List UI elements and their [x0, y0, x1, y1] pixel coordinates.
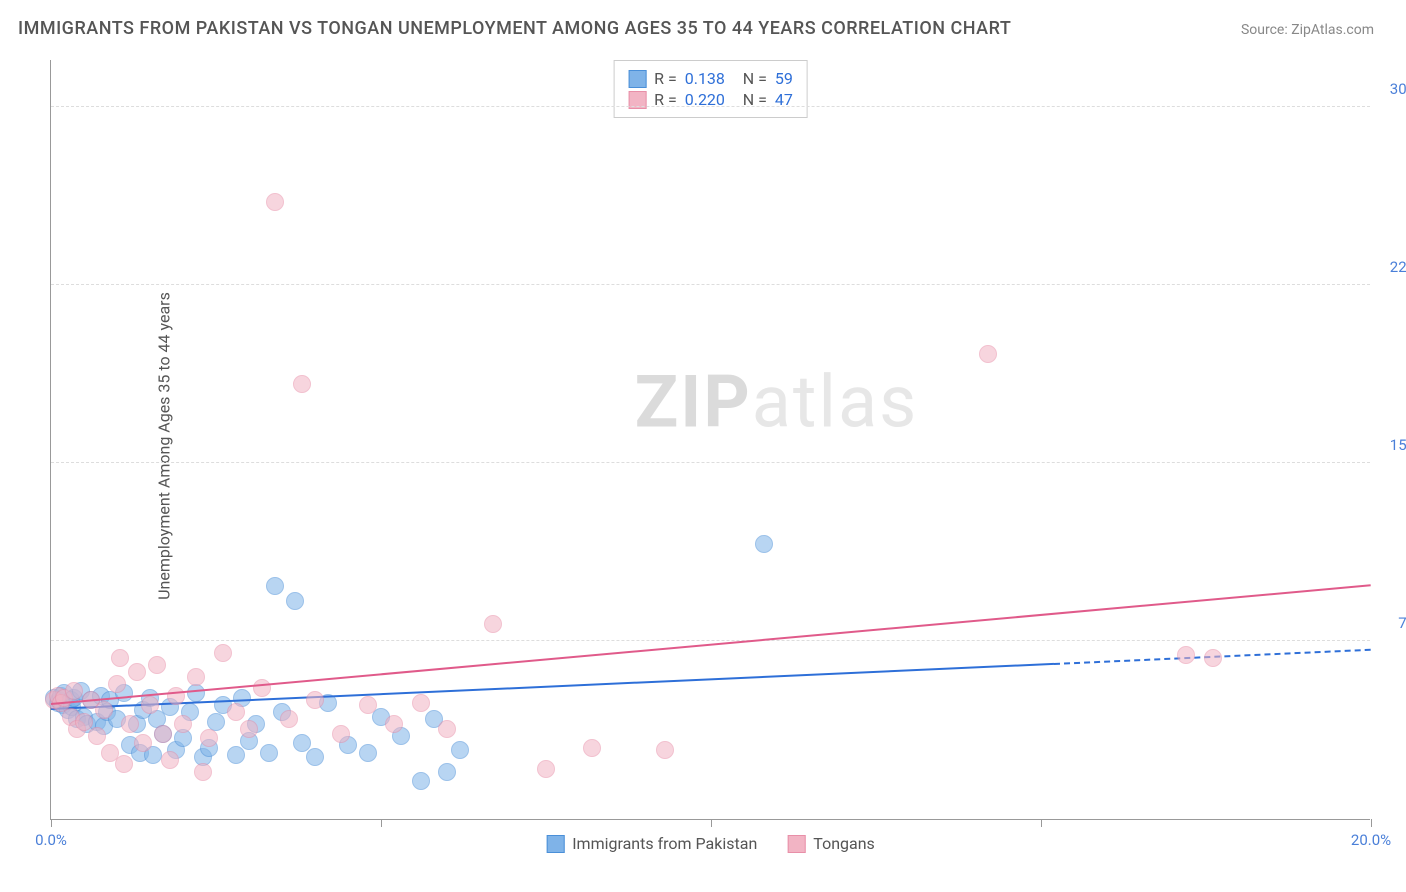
n-value: 59: [775, 69, 793, 88]
scatter-point: [194, 763, 212, 781]
scatter-point: [755, 535, 773, 553]
scatter-point: [537, 760, 555, 778]
scatter-point: [583, 739, 601, 757]
scatter-point: [438, 720, 456, 738]
x-tick-label: 20.0%: [1351, 831, 1391, 849]
grid-line: [51, 640, 1370, 641]
scatter-point: [174, 715, 192, 733]
scatter-point: [306, 691, 324, 709]
scatter-point: [1204, 649, 1222, 667]
scatter-point: [121, 715, 139, 733]
n-label: N =: [743, 69, 767, 88]
scatter-point: [108, 675, 126, 693]
y-tick-label: 30.0%: [1390, 80, 1406, 98]
scatter-point: [134, 734, 152, 752]
scatter-point: [293, 734, 311, 752]
scatter-point: [280, 710, 298, 728]
x-tick: [381, 819, 382, 827]
scatter-point: [359, 696, 377, 714]
y-tick-label: 15.0%: [1390, 436, 1406, 454]
legend-item: Tongans: [787, 834, 875, 853]
x-tick-label: 0.0%: [35, 831, 67, 849]
legend-row: R = 0.138 N = 59: [628, 69, 793, 88]
y-tick-label: 7.5%: [1398, 614, 1406, 632]
scatter-point: [95, 701, 113, 719]
grid-line: [51, 462, 1370, 463]
scatter-point: [286, 592, 304, 610]
scatter-point: [412, 694, 430, 712]
legend-swatch: [546, 835, 564, 853]
scatter-point: [438, 763, 456, 781]
scatter-point: [161, 751, 179, 769]
scatter-point: [1177, 646, 1195, 664]
scatter-point: [266, 577, 284, 595]
scatter-point: [253, 679, 271, 697]
r-value: 0.138: [685, 69, 735, 88]
scatter-point: [240, 720, 258, 738]
legend-swatch: [628, 70, 646, 88]
r-label: R =: [654, 69, 677, 88]
x-tick: [1371, 819, 1372, 827]
x-tick: [51, 819, 52, 827]
legend-swatch: [787, 835, 805, 853]
scatter-point: [75, 713, 93, 731]
scatter-point: [306, 748, 324, 766]
scatter-point: [332, 725, 350, 743]
grid-line: [51, 284, 1370, 285]
scatter-point: [200, 729, 218, 747]
scatter-point: [115, 755, 133, 773]
scatter-point: [214, 644, 232, 662]
scatter-point: [484, 615, 502, 633]
x-tick: [711, 819, 712, 827]
scatter-point: [148, 656, 166, 674]
scatter-point: [412, 772, 430, 790]
scatter-point: [187, 684, 205, 702]
plot-area: ZIPatlas R =0.138N =59R =0.220N =47 Immi…: [50, 60, 1370, 820]
scatter-point: [266, 193, 284, 211]
scatter-point: [359, 744, 377, 762]
legend-item: Immigrants from Pakistan: [546, 834, 757, 853]
scatter-point: [65, 682, 83, 700]
scatter-point: [167, 687, 185, 705]
scatter-point: [293, 375, 311, 393]
legend-label: Tongans: [813, 834, 875, 853]
scatter-point: [187, 668, 205, 686]
watermark: ZIPatlas: [635, 359, 919, 444]
scatter-point: [141, 696, 159, 714]
scatter-point: [207, 713, 225, 731]
scatter-point: [88, 727, 106, 745]
grid-line: [51, 106, 1370, 107]
trend-line: [51, 584, 1371, 705]
y-tick-label: 22.5%: [1390, 258, 1406, 276]
legend-label: Immigrants from Pakistan: [572, 834, 757, 853]
scatter-point: [154, 725, 172, 743]
series-legend: Immigrants from Pakistan Tongans: [546, 834, 875, 853]
scatter-point: [227, 703, 245, 721]
source-attribution: Source: ZipAtlas.com: [1241, 22, 1374, 38]
scatter-point: [385, 715, 403, 733]
scatter-point: [979, 345, 997, 363]
scatter-point: [128, 663, 146, 681]
scatter-point: [227, 746, 245, 764]
chart-title: IMMIGRANTS FROM PAKISTAN VS TONGAN UNEMP…: [18, 18, 1011, 39]
stats-legend: R =0.138N =59R =0.220N =47: [613, 60, 808, 118]
chart-container: IMMIGRANTS FROM PAKISTAN VS TONGAN UNEMP…: [0, 0, 1406, 892]
scatter-point: [260, 744, 278, 762]
x-tick: [1041, 819, 1042, 827]
scatter-point: [111, 649, 129, 667]
scatter-point: [451, 741, 469, 759]
scatter-point: [656, 741, 674, 759]
